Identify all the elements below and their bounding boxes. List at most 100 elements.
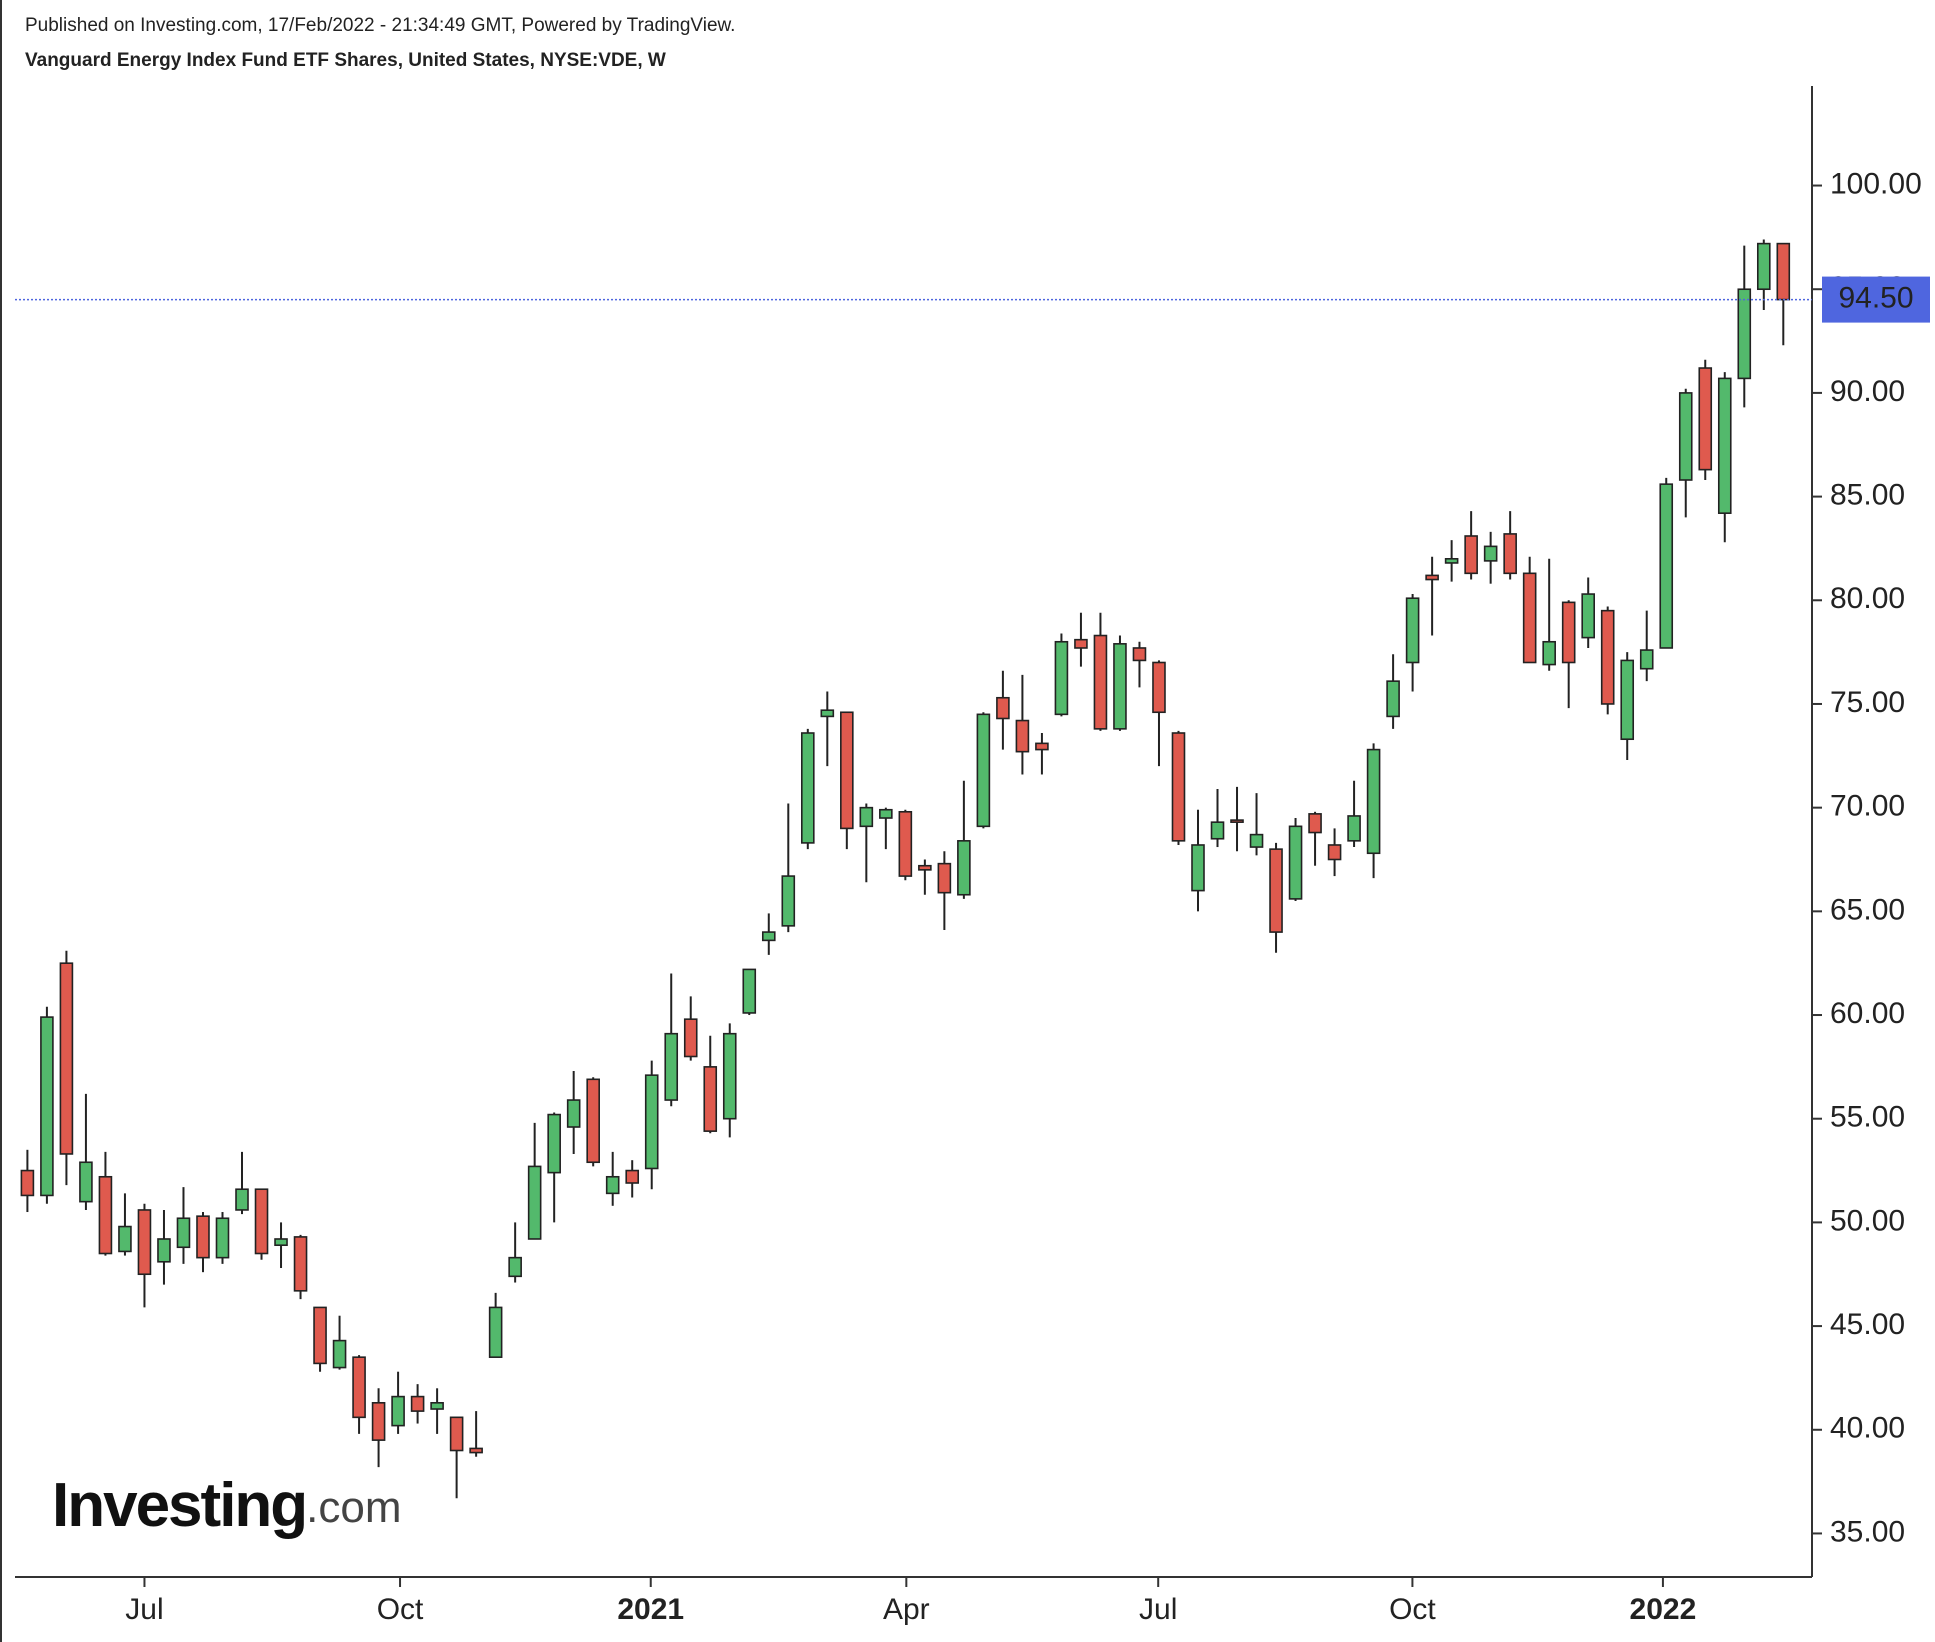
last-price-label: 94.50 [1838, 282, 1913, 315]
candle-body [1327, 844, 1342, 861]
candle-body [293, 1236, 308, 1292]
candle-body [761, 931, 776, 942]
candle-body [1347, 815, 1361, 842]
candle-body [1308, 813, 1322, 834]
candle-body [1561, 601, 1576, 664]
candle-body [996, 696, 1010, 720]
y-tick-label: 50.00 [1830, 1204, 1905, 1237]
y-tick-label: 60.00 [1830, 997, 1905, 1030]
logo-suffix: .com [306, 1483, 401, 1532]
candle-body [410, 1395, 425, 1412]
candle-body [781, 875, 796, 927]
candle-body [1386, 680, 1400, 718]
candle-body [918, 864, 932, 871]
candle-body [508, 1256, 522, 1278]
y-tick-label: 100.00 [1830, 167, 1922, 200]
candle-body [1678, 392, 1693, 481]
x-tick-label: Oct [1389, 1593, 1436, 1626]
candle-body [98, 1175, 113, 1255]
candle-body [527, 1165, 542, 1240]
candle-body [1522, 572, 1537, 664]
y-tick-label: 70.00 [1830, 790, 1905, 823]
candle-body [1152, 661, 1166, 714]
candle-body [1093, 634, 1108, 730]
candle-body [1230, 819, 1244, 823]
x-tick-label: Jul [125, 1593, 163, 1626]
candle-body [664, 1032, 679, 1101]
candle-body [137, 1209, 152, 1276]
candle-body [20, 1169, 35, 1197]
published-note: Published on Investing.com, 17/Feb/2022 … [25, 15, 735, 36]
candle-body [586, 1078, 600, 1164]
x-tick-label: Apr [883, 1593, 930, 1626]
candle-body [605, 1175, 620, 1195]
candle-body [1659, 483, 1674, 649]
y-tick-label: 45.00 [1830, 1308, 1905, 1341]
candle-body [1620, 659, 1635, 741]
candle-body [1717, 377, 1732, 514]
candle-body [1366, 748, 1381, 855]
candle-body [625, 1169, 640, 1184]
candle-body [488, 1306, 503, 1358]
last-price-box [1822, 276, 1930, 323]
candle-body [1542, 640, 1556, 666]
x-tick-label: Jul [1139, 1593, 1177, 1626]
candle-body [547, 1113, 561, 1174]
y-tick-label: 35.00 [1830, 1515, 1905, 1548]
candle-body [79, 1161, 93, 1203]
candle-body [59, 962, 74, 1155]
x-tick-label: 2021 [617, 1593, 684, 1626]
candle-body [1464, 535, 1478, 575]
candle-body [859, 806, 874, 828]
logo-brand: Investing [52, 1471, 306, 1540]
y-tick-label: 55.00 [1830, 1101, 1905, 1134]
candle-body [957, 840, 971, 896]
candle-body [1249, 833, 1264, 848]
candle-body [1054, 640, 1069, 716]
candle-body [1483, 545, 1498, 562]
candle-body [1639, 649, 1654, 670]
candle-body [1698, 367, 1713, 471]
candle-body [1132, 647, 1147, 662]
candle-body [254, 1188, 269, 1255]
candle-body [937, 862, 952, 894]
y-tick-label: 90.00 [1830, 375, 1905, 408]
candle-body [1503, 533, 1517, 575]
candle-body [118, 1225, 132, 1253]
candle-body [703, 1066, 718, 1132]
candle-body [1191, 844, 1205, 892]
candle-body [1600, 609, 1615, 705]
candle-body [196, 1215, 210, 1259]
candle-body [40, 1016, 54, 1197]
candle-body [1444, 558, 1459, 564]
candle-body [235, 1188, 249, 1211]
candle-body [313, 1306, 327, 1365]
logo: Investing.com [52, 1471, 402, 1540]
candle-body [430, 1402, 444, 1410]
candle-body [1581, 593, 1595, 639]
candle-body [722, 1032, 737, 1120]
candle-body [215, 1217, 230, 1259]
candle-body [1015, 719, 1030, 753]
candle-body [332, 1339, 347, 1369]
candle-body [840, 711, 854, 830]
candle-body [879, 808, 893, 819]
candle-body [1756, 242, 1771, 291]
y-tick-label: 75.00 [1830, 686, 1905, 719]
candle-body [352, 1356, 366, 1419]
candle-body [469, 1447, 483, 1454]
x-tick-label: Oct [377, 1593, 424, 1626]
y-tick-label: 65.00 [1830, 893, 1905, 926]
candle-body [742, 968, 757, 1014]
x-tick-label: 2022 [1630, 1593, 1697, 1626]
candle-body [449, 1416, 464, 1452]
candle-body [976, 713, 991, 828]
instrument-title: Vanguard Energy Index Fund ETF Shares, U… [25, 50, 666, 71]
candle-body [391, 1395, 405, 1427]
candle-body [644, 1074, 659, 1170]
candle-body [274, 1238, 288, 1247]
candle-body [800, 732, 815, 844]
candle-body [1074, 638, 1088, 649]
